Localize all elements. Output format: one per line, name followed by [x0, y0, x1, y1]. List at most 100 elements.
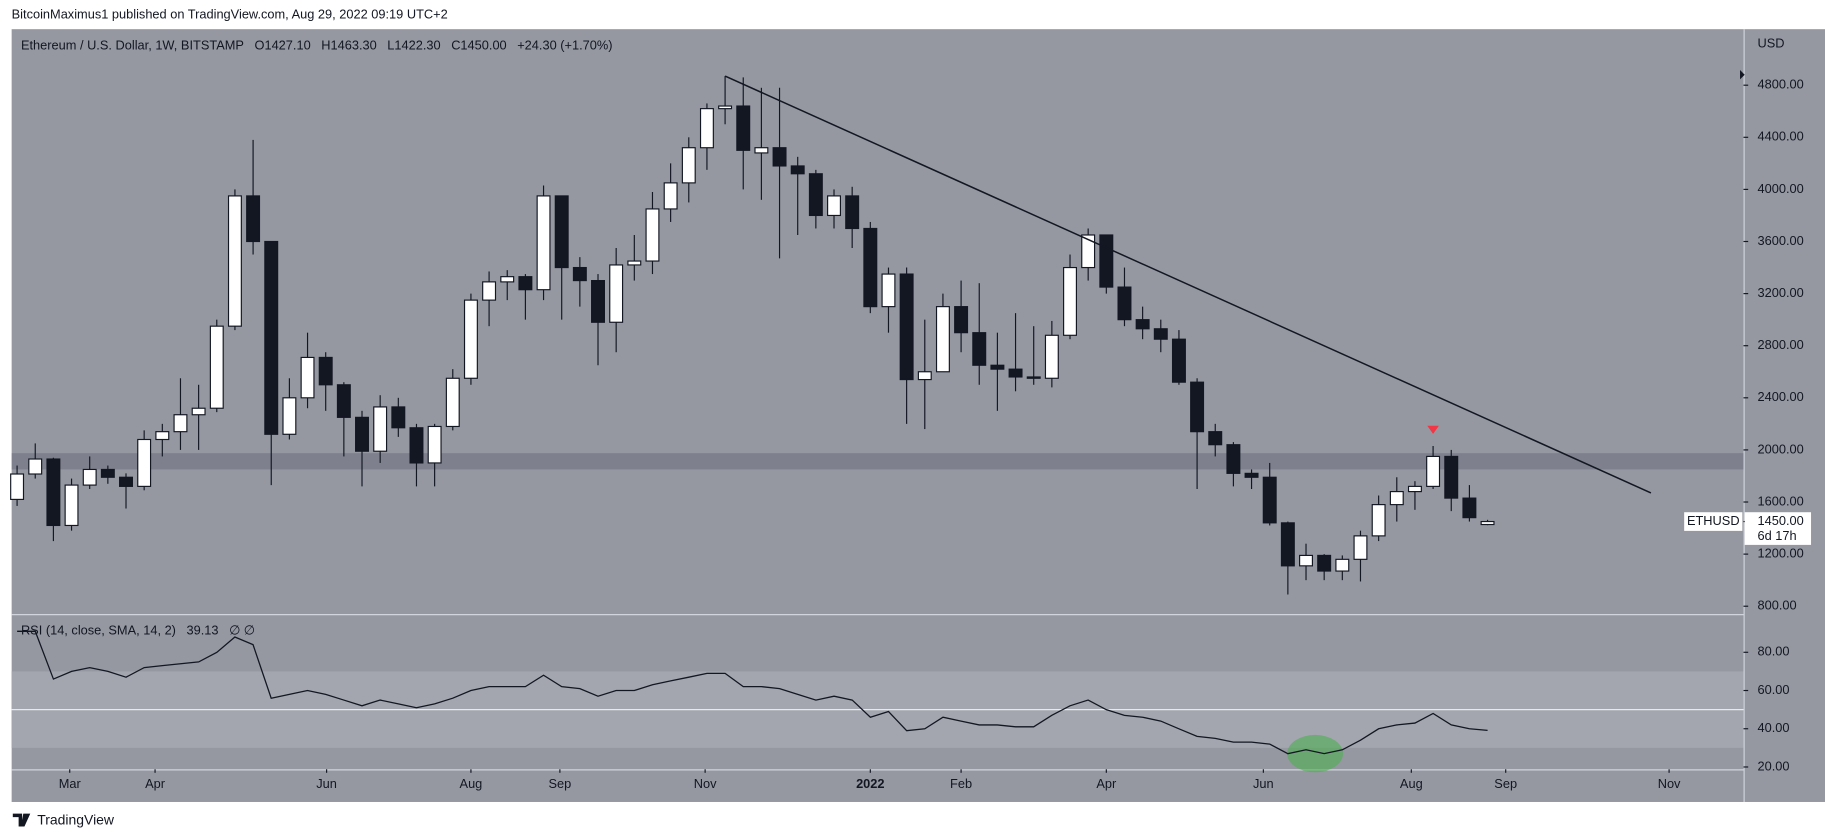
candle-body: [1426, 455, 1441, 487]
x-tick-label: 2022: [856, 776, 884, 791]
brand-logo: [12, 813, 31, 827]
x-tick-label: Aug: [460, 776, 483, 791]
candle-body: [681, 147, 696, 184]
candle-body: [663, 182, 678, 210]
candle-body: [227, 195, 242, 327]
price-tag: [1744, 512, 1812, 545]
ohlc-item: H1463.30: [321, 38, 376, 53]
candle-body: [500, 276, 515, 283]
candle-body: [173, 414, 188, 433]
candle-body: [1280, 522, 1295, 567]
candle-body: [881, 273, 896, 308]
currency: USD: [1757, 36, 1784, 51]
rsi-legend: RSI (14, close, SMA, 14, 2) 39.13 ∅ ∅: [21, 623, 255, 638]
candle-body: [827, 195, 841, 217]
x-tick-label: Apr: [1096, 776, 1117, 791]
candle-body: [1026, 376, 1041, 379]
candle-body: [264, 240, 279, 435]
candle-body: [482, 281, 497, 301]
candle-body: [591, 279, 605, 323]
rsi-highlight: [1287, 734, 1344, 773]
candle-body: [1208, 431, 1223, 446]
rsi-label: RSI (14, close, SMA, 14, 2): [21, 623, 176, 638]
candle-body: [1171, 338, 1186, 383]
x-tick-label: Nov: [1658, 776, 1681, 791]
x-tick-label: Nov: [694, 776, 717, 791]
trendline: [724, 75, 1652, 494]
price-tag-countdown: 6d 17h: [1757, 528, 1796, 543]
symbol-tag-label: ETHUSD: [1687, 513, 1740, 528]
y-tick-label: 4000.00: [1757, 181, 1803, 196]
candle-body: [191, 407, 206, 416]
candle-body: [518, 276, 533, 291]
y-tick-label: 3600.00: [1757, 233, 1803, 248]
x-tick-label: Mar: [59, 776, 82, 791]
rsi-y-tick-label: 40.00: [1757, 720, 1789, 735]
candle-body: [282, 397, 297, 435]
candle-body: [445, 377, 460, 428]
candle-body: [246, 195, 261, 243]
rsi-y-tick-label: 60.00: [1757, 682, 1789, 697]
candle-body: [1299, 554, 1313, 567]
chart-title: Ethereum / U.S. Dollar, 1W, BITSTAMP: [21, 38, 244, 53]
candle-body: [863, 227, 878, 308]
x-tick-label: Sep: [1494, 776, 1517, 791]
rsi-extra: ∅ ∅: [229, 623, 255, 638]
ohlc-item: +24.30 (+1.70%): [517, 38, 612, 53]
candle-body: [336, 384, 351, 418]
candle-body: [46, 458, 61, 527]
candle-body: [355, 416, 369, 452]
candle-body: [536, 195, 551, 291]
candle-body: [391, 406, 406, 429]
candle-body: [1371, 504, 1386, 537]
candle-body: [899, 273, 914, 381]
candle-body: [409, 427, 424, 464]
y-tick-label: 800.00: [1757, 598, 1796, 613]
candle-body: [1190, 381, 1205, 433]
candle-body: [627, 260, 642, 266]
candle-body: [119, 476, 133, 487]
candle-body: [64, 484, 79, 527]
candle-body: [554, 195, 569, 269]
publisher: BitcoinMaximus1 published on TradingView…: [12, 7, 448, 22]
x-tick-label: Aug: [1400, 776, 1423, 791]
x-tick-label: Jun: [316, 776, 337, 791]
rsi-last: 39.13: [186, 623, 218, 638]
candle-body: [609, 264, 624, 323]
candle-body: [790, 165, 805, 175]
x-tick-label: Jun: [1253, 776, 1274, 791]
candle-body: [1226, 444, 1241, 474]
candle-body: [318, 356, 333, 386]
candle-body: [1117, 286, 1132, 321]
candle-body: [1262, 476, 1277, 524]
candle-body: [754, 147, 769, 154]
brand: TradingView: [37, 811, 115, 827]
candle-body: [1008, 368, 1023, 378]
x-tick-label: Feb: [950, 776, 972, 791]
candle-body: [463, 299, 478, 379]
y-tick-label: 4800.00: [1757, 77, 1803, 92]
rsi-y-tick-label: 80.00: [1757, 644, 1789, 659]
candle-body: [736, 105, 751, 151]
candle-body: [1153, 328, 1168, 340]
y-tick-label: 2000.00: [1757, 441, 1803, 456]
y-tick-label: 3200.00: [1757, 285, 1803, 300]
ohlc-item: C1450.00: [451, 38, 506, 53]
candle-body: [1099, 234, 1114, 288]
footer: TradingView: [12, 811, 115, 827]
symbol-tag: [1684, 512, 1743, 531]
candle-body: [645, 208, 660, 262]
legend: Ethereum / U.S. Dollar, 1W, BITSTAMP O14…: [21, 38, 613, 53]
candle-body: [373, 406, 388, 452]
y-tick-label: 2400.00: [1757, 389, 1803, 404]
candle-body: [572, 266, 587, 282]
candle-body: [137, 438, 152, 487]
candle-body: [1317, 554, 1332, 572]
candle-body: [772, 147, 787, 167]
candle-body: [1462, 497, 1477, 519]
candle-body: [1044, 334, 1059, 379]
candle-body: [155, 431, 170, 441]
price-tag-value: 1450.00: [1757, 513, 1803, 528]
